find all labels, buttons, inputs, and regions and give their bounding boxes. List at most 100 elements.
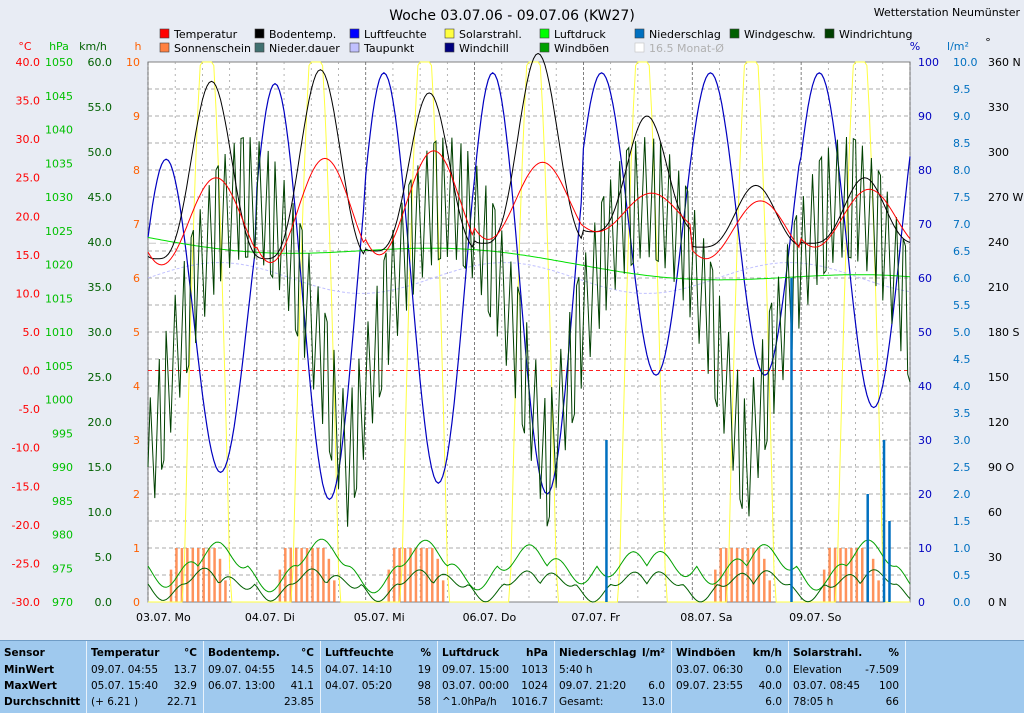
temp-axis-tick: 0.0: [23, 365, 41, 378]
cell-date: 09.07. 15:00: [442, 664, 509, 676]
legend-swatch: [444, 28, 455, 39]
cell-date: 09.07. 21:20: [559, 680, 626, 692]
direction-axis-tick: 30: [988, 551, 1002, 564]
sunshine-bar: [871, 558, 875, 602]
cell-value: 1016.7: [511, 696, 548, 708]
sunshine-bar: [218, 558, 222, 602]
legend-label: Niederschlag: [649, 28, 721, 41]
legend-label: Temperatur: [173, 28, 238, 41]
cell-date: 04.07. 14:10: [325, 664, 392, 676]
table-column: Bodentemp. °C 09.07. 04:55 14.5 06.07. 13:00…: [204, 641, 321, 713]
direction-axis-tick: 90 O: [988, 461, 1014, 474]
rain-axis-tick: 0.5: [953, 569, 971, 582]
table-column: Luftdruck hPa 09.07. 15:00 1013 03.07. 00:00…: [438, 641, 555, 713]
direction-axis-tick: 300: [988, 146, 1009, 159]
sunshine-axis-tick: 7: [133, 218, 140, 231]
rain-axis-unit: l/m²: [947, 40, 969, 53]
sunshine-bar: [175, 548, 178, 602]
humidity-axis-tick: 70: [918, 218, 932, 231]
sunshine-bar: [289, 548, 293, 602]
station-name: Wetterstation Neumünster: [874, 6, 1021, 19]
rain-bar: [888, 521, 891, 602]
pressure-axis-tick: 1015: [45, 292, 73, 305]
pressure-axis-tick: 970: [52, 596, 73, 609]
humidity-axis-tick: 10: [918, 542, 932, 555]
pressure-axis-tick: 1050: [45, 56, 73, 69]
cell-date: Elevation: [793, 664, 842, 676]
column-header: Solarstrahl.: [793, 647, 863, 659]
humidity-axis-tick: 60: [918, 272, 932, 285]
legend-label: Windgeschw.: [744, 28, 816, 41]
rain-axis-tick: 6.5: [953, 245, 971, 258]
day-axis-label: 03.07. Mo: [136, 611, 191, 624]
wind-axis-unit: km/h: [79, 40, 107, 53]
rain-axis-tick: 7.0: [953, 218, 971, 231]
solar-radiation-line: [148, 61, 910, 603]
sunshine-axis-tick: 10: [126, 56, 140, 69]
sunshine-bar: [757, 548, 761, 602]
table-column: Temperatur °C 09.07. 04:55 13.7 05.07. 15:40…: [87, 641, 204, 713]
cell-date: ^1.0hPa/h: [442, 696, 497, 708]
temp-axis-tick: 20.0: [16, 210, 41, 223]
legend-swatch: [159, 42, 170, 53]
wind-axis-tick: 25.0: [88, 371, 113, 384]
sunshine-bar: [861, 548, 864, 602]
direction-axis-unit: °: [985, 36, 991, 49]
day-axis-label: 06.07. Do: [463, 611, 517, 624]
legend-swatch: [539, 28, 550, 39]
legend-swatch: [159, 28, 170, 39]
cell-value: 23.85: [283, 696, 314, 708]
legend-label: 16.5 Monat-Ø: [649, 42, 724, 55]
cell-date: 78:05 h: [793, 696, 834, 708]
rain-axis-tick: 1.0: [953, 542, 971, 555]
cell-date: 03.07. 08:45: [793, 680, 860, 692]
rain-axis-tick: 3.0: [953, 434, 971, 447]
column-header: Niederschlag: [559, 647, 637, 659]
rain-axis-tick: 3.5: [953, 407, 971, 420]
sunshine-bar: [305, 548, 309, 602]
cell-date: 06.07. 13:00: [208, 680, 275, 692]
humidity-axis-tick: 20: [918, 488, 932, 501]
temp-axis-tick: 15.0: [16, 249, 41, 262]
sunshine-bar: [436, 558, 439, 602]
legend-swatch: [349, 28, 360, 39]
sunshine-bar: [844, 548, 848, 602]
rain-axis-tick: 9.0: [953, 110, 971, 123]
cell-date: 04.07. 05:20: [325, 680, 392, 692]
cell-value: 1013: [521, 664, 548, 676]
humidity-axis-tick: 80: [918, 164, 932, 177]
direction-axis-tick: 270 W: [988, 191, 1023, 204]
sunshine-bar: [311, 548, 314, 602]
sunshine-bar: [224, 580, 227, 602]
cell-value: 100: [878, 680, 899, 692]
sunshine-bar: [398, 548, 401, 602]
sunshine-axis-tick: 3: [133, 434, 140, 447]
pressure-axis-tick: 1020: [45, 259, 73, 272]
pressure-axis-tick: 1010: [45, 326, 73, 339]
wind-axis-tick: 15.0: [88, 461, 113, 474]
rain-axis-tick: 4.0: [953, 380, 971, 393]
direction-axis-tick: 330: [988, 101, 1009, 114]
soil-temperature-line: [147, 52, 911, 260]
temp-axis-tick: -5.0: [19, 403, 40, 416]
pressure-axis-tick: 1040: [45, 124, 73, 137]
pressure-axis-tick: 1025: [45, 225, 73, 238]
rain-bar: [882, 440, 886, 602]
direction-axis-tick: 180 S: [988, 326, 1019, 339]
sunshine-axis-unit: h: [135, 40, 142, 53]
sunshine-axis-tick: 6: [133, 272, 140, 285]
cell-value: 22.71: [166, 696, 197, 708]
temp-axis-tick: -20.0: [12, 519, 40, 532]
humidity-axis-tick: 100: [918, 56, 939, 69]
legend-swatch: [824, 28, 835, 39]
pressure-axis-tick: 1035: [45, 157, 73, 170]
column-header: Windböen: [676, 647, 736, 659]
legend-label: Solarstrahl.: [459, 28, 522, 41]
sunshine-bar: [877, 580, 880, 602]
legend-label: Luftfeuchte: [364, 28, 427, 41]
column-unit: km/h: [752, 647, 782, 659]
cell-date: 09.07. 04:55: [91, 664, 158, 676]
legend-swatch: [634, 28, 645, 39]
pressure-axis-tick: 1005: [45, 360, 73, 373]
legend-label: Luftdruck: [554, 28, 606, 41]
